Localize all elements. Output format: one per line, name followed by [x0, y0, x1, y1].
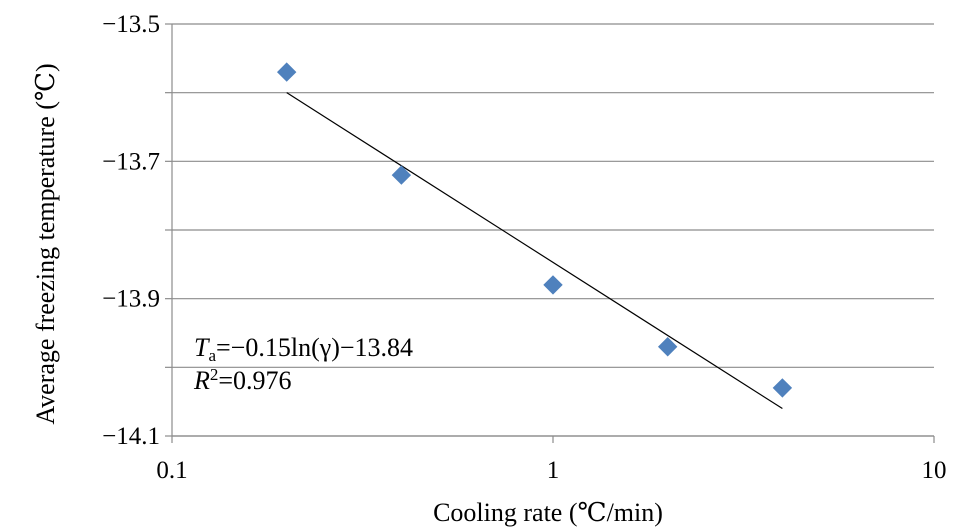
x-tick-label: 1: [547, 457, 560, 484]
r-variable: R: [193, 366, 210, 395]
x-axis-title: Cooling rate (℃/min): [433, 498, 663, 527]
r-squared: R2=0.976: [193, 365, 292, 395]
y-tick-label: −13.7: [102, 148, 160, 175]
trendline-group: [286, 92, 783, 410]
r-rest: =0.976: [218, 366, 291, 395]
y-axis-title: Average freezing temperature (℃): [31, 63, 60, 424]
data-point: [391, 165, 412, 185]
x-tick-labels: 0.1 1 10: [156, 457, 946, 484]
y-tick-label: −13.5: [102, 11, 160, 38]
y-tick-label: −13.9: [102, 286, 160, 313]
data-point: [276, 62, 297, 82]
data-points: [276, 62, 793, 398]
y-tick-labels: −13.5 −13.7 −13.9 −14.1: [102, 11, 160, 450]
data-point: [772, 378, 793, 398]
x-tick-label: 0.1: [156, 457, 187, 484]
equation-subscript: a: [208, 346, 216, 365]
axes: [165, 23, 935, 443]
data-point: [657, 337, 678, 357]
x-tick-label: 10: [922, 457, 947, 484]
data-point: [543, 275, 563, 295]
y-tick-label: −14.1: [102, 423, 160, 450]
equation-variable: T: [194, 333, 210, 362]
regression-equation: Ta=−0.15ln(γ)−13.84: [194, 333, 413, 365]
r-superscript: 2: [210, 365, 219, 384]
equation-rest: =−0.15ln(γ)−13.84: [216, 333, 413, 362]
trendline: [286, 92, 783, 410]
